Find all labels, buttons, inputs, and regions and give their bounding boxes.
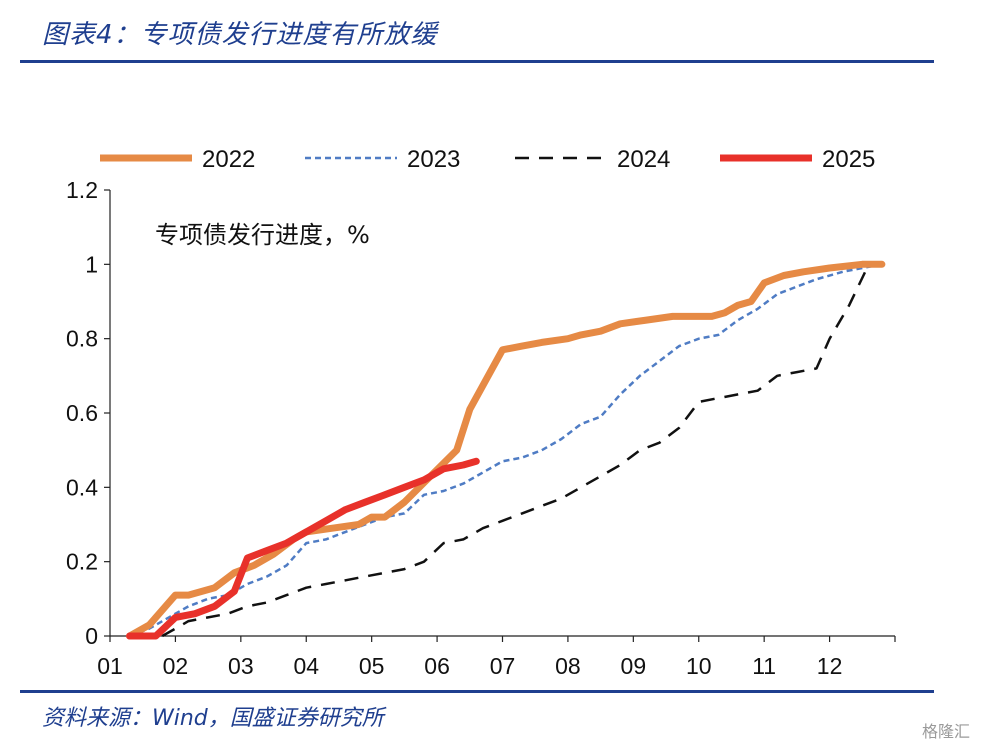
series-line-2024	[161, 263, 870, 638]
x-tick-label: 02	[163, 653, 189, 679]
chart-legend: 2022 2023 2024 2025	[100, 146, 875, 173]
y-tick-label: 0.4	[66, 474, 98, 500]
x-tick-label: 04	[293, 653, 319, 679]
y-tick-label: 0.2	[66, 549, 98, 575]
chart-series	[126, 260, 886, 640]
x-tick-label: 01	[97, 653, 123, 679]
chart-annotation: 专项债发行进度，%	[155, 221, 370, 249]
title-rule	[20, 60, 934, 63]
source-rule	[20, 690, 934, 693]
x-tick-label: 08	[555, 653, 581, 679]
y-tick-label: 1.2	[66, 177, 98, 203]
x-tick-label: 03	[228, 653, 254, 679]
x-tick-label: 06	[424, 653, 450, 679]
watermark-logo: 格隆汇	[921, 722, 970, 741]
figure-title: 图表4：专项债发行进度有所放缓	[42, 20, 438, 50]
source-note: 资料来源：Wind，国盛证券研究所	[42, 706, 384, 731]
y-tick-label: 1	[85, 251, 98, 277]
legend-label-2022: 2022	[202, 146, 255, 173]
series-line-2022	[126, 260, 886, 640]
legend-label-2024: 2024	[617, 146, 670, 173]
x-tick-label: 07	[490, 653, 516, 679]
x-tick-label: 12	[817, 653, 843, 679]
x-tick-label: 10	[686, 653, 712, 679]
y-tick-label: 0.6	[66, 400, 98, 426]
chart-axes: 0 0.2 0.4 0.6 0.8 1 1.2 01 02 03 04 05 06 07 08 09 10 11 1…	[66, 177, 896, 679]
x-tick-label: 11	[752, 653, 776, 679]
series-line-2025	[126, 457, 480, 640]
y-tick-label: 0.8	[66, 326, 98, 352]
x-tick-label: 09	[621, 653, 647, 679]
legend-label-2023: 2023	[407, 146, 460, 173]
x-tick-label: 05	[359, 653, 385, 679]
legend-label-2025: 2025	[822, 146, 875, 173]
y-tick-label: 0	[85, 623, 98, 649]
series-line-2023	[129, 263, 883, 638]
